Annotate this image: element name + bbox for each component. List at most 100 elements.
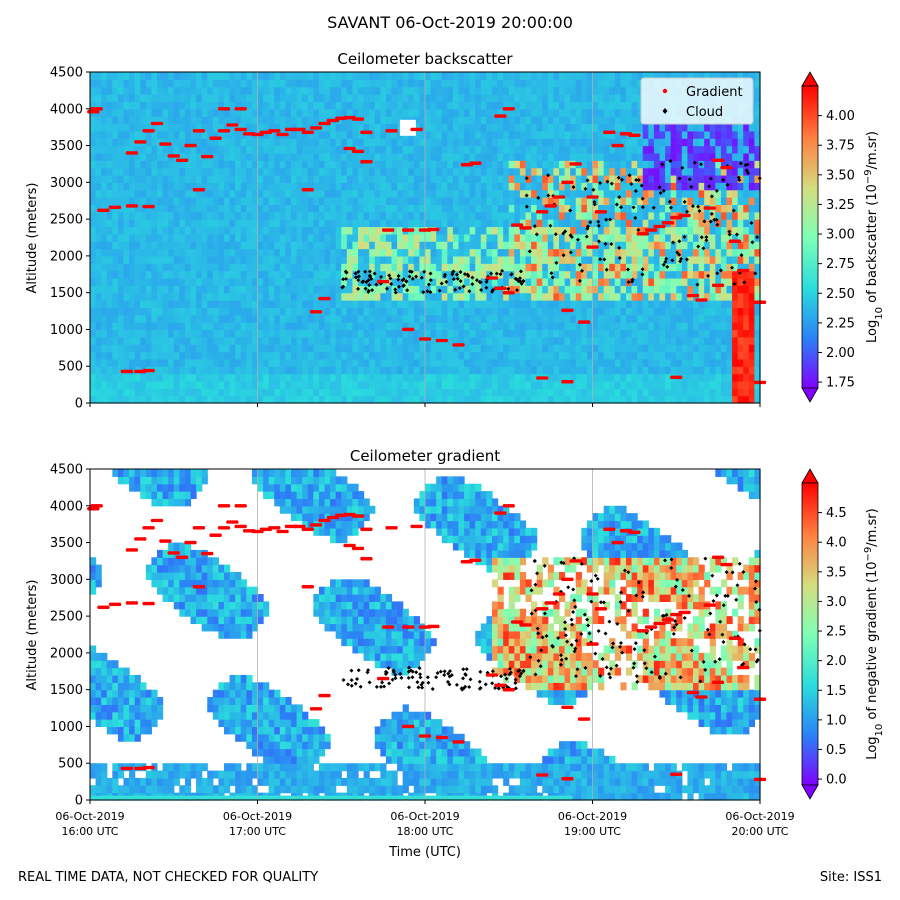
heatmap-cell [704,211,711,220]
heatmap-cell [458,358,465,367]
heatmap-cell [391,160,398,169]
heatmap-cell [352,182,359,191]
heatmap-cell [123,248,130,257]
heatmap-cell [497,79,504,88]
heatmap-cell [251,145,259,154]
heatmap-cell [90,226,97,235]
heatmap-cell [101,241,108,250]
heatmap-cell [179,145,186,154]
heatmap-cell [626,189,633,198]
heatmap-cell [391,395,398,404]
heatmap-cell [648,292,655,301]
heatmap-cell [385,307,393,316]
heatmap-cell [575,174,582,183]
heatmap-cell [425,101,432,110]
heatmap-cell [536,86,543,95]
heatmap-cell [603,329,610,338]
heatmap-cell [542,197,549,205]
heatmap-cell [201,233,208,242]
heatmap-cell [458,233,465,242]
heatmap-cell [173,233,180,242]
heatmap-cell [363,314,370,323]
heatmap-cell [363,197,370,205]
heatmap-cell [497,138,504,147]
heatmap-cell [419,285,426,294]
heatmap-cell [207,123,214,132]
heatmap-cell [475,241,482,250]
heatmap-cell [190,197,197,205]
heatmap-cell [190,270,197,279]
heatmap-cell [525,255,532,264]
heatmap-cell [693,241,700,250]
heatmap-cell [704,395,711,404]
heatmap-cell [285,233,292,242]
heatmap-cell [519,373,527,382]
heatmap-cell [246,108,253,117]
heatmap-cell [553,336,560,345]
heatmap-cell [425,160,432,169]
heatmap-cell [101,270,108,279]
heatmap-cell [408,263,415,272]
heatmap-cell [659,197,666,205]
heatmap-cell [224,270,231,279]
heatmap-cell [670,72,677,80]
heatmap-cell [196,72,203,80]
heatmap-cell [274,204,281,213]
heatmap-cell [95,336,102,345]
heatmap-cell [374,130,381,139]
heatmap-cell [598,197,605,205]
heatmap-cell [665,277,672,286]
heatmap-cell [598,226,605,235]
heatmap-cell [492,130,499,139]
heatmap-cell [123,204,130,213]
heatmap-cell [90,380,97,389]
heatmap-cell [447,292,454,301]
heatmap-cell [330,380,337,389]
heatmap-cell [441,226,448,235]
heatmap-cell [430,395,437,404]
heatmap-cell [374,358,381,367]
heatmap-cell [575,123,582,132]
heatmap-cell [547,395,555,404]
heatmap-cell [151,197,158,205]
heatmap-cell [575,145,582,154]
heatmap-cell [592,211,599,220]
heatmap-cell [670,226,677,235]
heatmap-cell [609,189,616,198]
heatmap-cell [346,373,354,382]
heatmap-cell [184,204,192,213]
heatmap-cell [201,79,208,88]
heatmap-cell [603,189,610,198]
heatmap-cell [129,116,136,125]
heatmap-cell [447,307,454,316]
heatmap-cell [263,270,270,279]
heatmap-cell [212,197,220,205]
heatmap-cell [626,123,633,132]
heatmap-cell [90,300,97,308]
heatmap-cell [123,86,130,95]
heatmap-cell [229,138,236,147]
heatmap-cell [112,285,119,294]
heatmap-cell [218,336,225,345]
heatmap-cell [553,174,560,183]
heatmap-cell [201,123,208,132]
heatmap-cell [246,314,253,323]
heatmap-cell [335,152,342,161]
heatmap-cell [346,277,354,286]
heatmap-cell [296,395,303,404]
heatmap-cell [492,300,499,308]
heatmap-cell [106,145,113,154]
heatmap-cell [581,366,588,375]
heatmap-cell [575,322,582,331]
heatmap-cell [497,292,504,301]
heatmap-cell [447,138,454,147]
heatmap-cell [201,366,208,375]
heatmap-cell [687,322,694,331]
heatmap-cell [341,79,348,88]
heatmap-cell [330,211,337,220]
heatmap-cell [553,211,560,220]
heatmap-cell [531,233,538,242]
heatmap-cell [380,233,387,242]
heatmap-cell [162,366,169,375]
heatmap-cell [145,336,153,345]
